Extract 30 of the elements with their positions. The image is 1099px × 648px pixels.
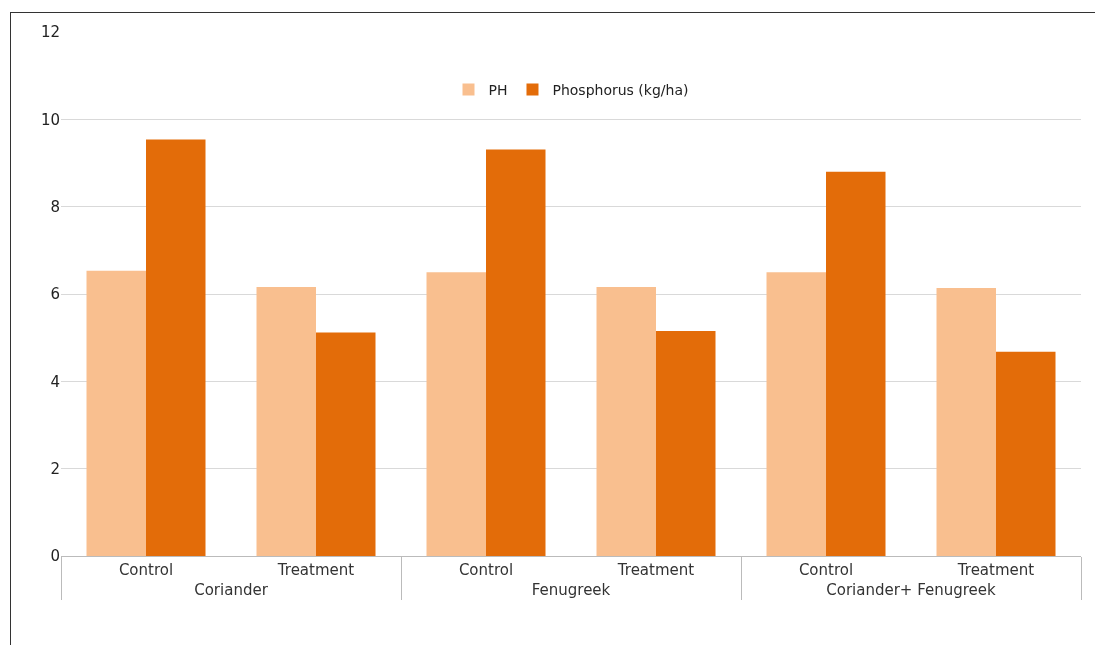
bar <box>316 332 376 556</box>
bar <box>656 331 716 556</box>
x-tick-label: Control <box>798 561 854 579</box>
text: Coriander+ Fenugreek <box>826 581 997 599</box>
bar <box>426 272 486 556</box>
y-tick-label: 6 <box>50 285 60 304</box>
y-tick-label: 4 <box>50 372 60 391</box>
bar <box>486 149 546 556</box>
x-tick-label: Control <box>458 561 514 579</box>
y-tick-label: 10 <box>40 110 60 129</box>
bar <box>86 270 146 556</box>
x-tick-label: Control <box>118 561 174 579</box>
bar <box>766 272 826 556</box>
x-tick-label: Treatment <box>276 561 355 579</box>
x-tick-label: Treatment <box>956 561 1035 579</box>
bar <box>256 287 316 556</box>
text: Fenugreek <box>531 581 611 599</box>
y-tick-label: 8 <box>50 197 60 216</box>
x-tick-label: Treatment <box>616 561 695 579</box>
bar <box>826 171 886 556</box>
y-tick-label: 12 <box>40 23 60 42</box>
text: Coriander <box>194 581 269 599</box>
y-tick-label: 0 <box>50 547 60 566</box>
bar <box>146 139 206 556</box>
legend-label: PH <box>488 81 508 98</box>
bar <box>996 351 1056 556</box>
bar <box>936 287 996 556</box>
legend-label: Phosphorus (kg/ha) <box>552 81 689 98</box>
bar <box>596 287 656 556</box>
y-tick-label: 2 <box>50 459 60 478</box>
